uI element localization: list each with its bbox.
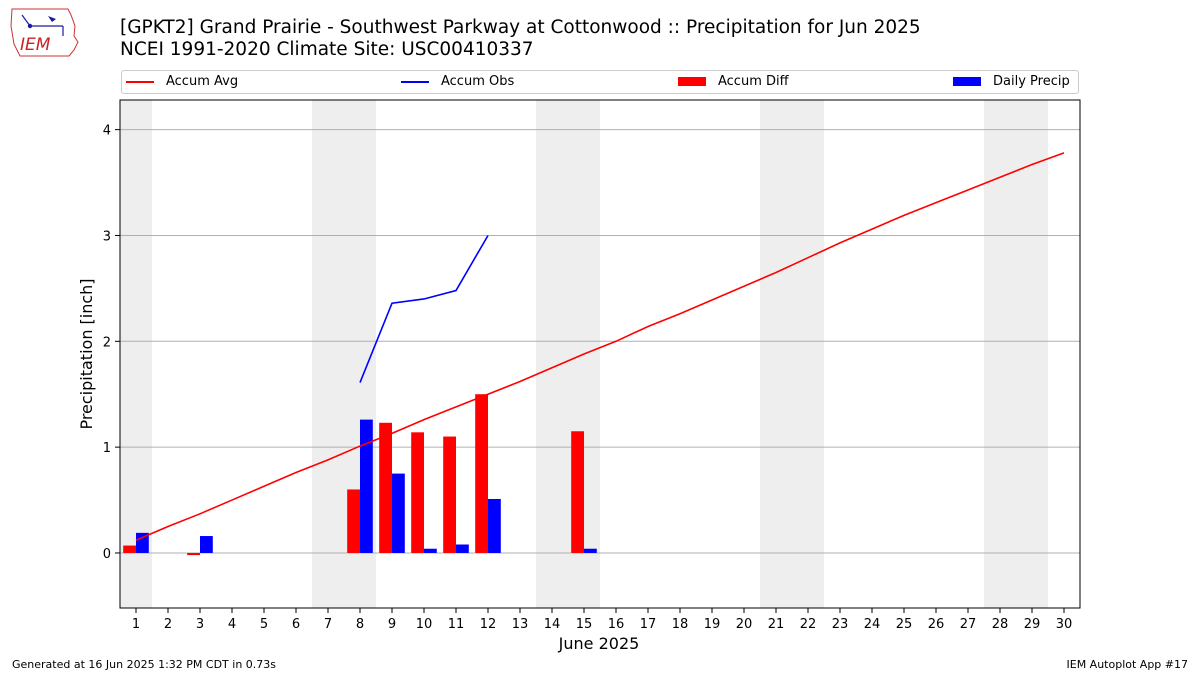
weekend-band-14 (536, 100, 568, 608)
y-tick-label-0: 0 (103, 547, 111, 562)
x-tick-label-14: 14 (544, 617, 561, 632)
x-tick-label-1: 1 (132, 617, 140, 632)
bars (123, 394, 597, 556)
legend-label-accum-obs: Accum Obs (441, 74, 515, 89)
x-tick-label-5: 5 (260, 617, 268, 632)
legend-swatch-accum-avg (126, 80, 154, 83)
accum-diff-bar-10 (411, 432, 424, 553)
weekend-band-8 (344, 100, 376, 608)
x-axis-label: June 2025 (558, 634, 640, 653)
accum-diff-bar-1 (123, 545, 136, 553)
weekend-band-21 (760, 100, 792, 608)
y-tick-label-4: 4 (103, 124, 111, 139)
legend: Accum Avg Accum Obs Accum Diff Daily Pre… (121, 70, 1079, 94)
x-tick-label-4: 4 (228, 617, 236, 632)
y-tick-label-2: 2 (103, 335, 111, 350)
y-axis-label: Precipitation [inch] (77, 278, 96, 429)
x-tick-label-21: 21 (768, 617, 785, 632)
x-tick-label-30: 30 (1056, 617, 1073, 632)
x-tick-label-27: 27 (960, 617, 977, 632)
weekend-shading (120, 100, 1048, 608)
y-tick-label-1: 1 (103, 441, 111, 456)
legend-swatch-daily-precip (953, 77, 981, 86)
daily-precip-bar-10 (424, 548, 437, 553)
x-tick-label-25: 25 (896, 617, 913, 632)
accum-diff-bar-11 (443, 436, 456, 553)
weekend-band-1 (120, 100, 152, 608)
daily-precip-bar-15 (584, 548, 597, 553)
x-tick-label-11: 11 (448, 617, 465, 632)
chart-title: [GPKT2] Grand Prairie - Southwest Parkwa… (120, 17, 921, 38)
legend-item-accum-diff: Accum Diff (678, 74, 789, 89)
x-tick-label-12: 12 (480, 617, 497, 632)
iem-logo: IEM (10, 8, 79, 57)
x-tick-label-8: 8 (356, 617, 364, 632)
x-tick-label-28: 28 (992, 617, 1009, 632)
lines (135, 152, 1065, 542)
x-tick-label-7: 7 (324, 617, 332, 632)
legend-swatch-accum-diff (678, 77, 706, 86)
x-tick-label-19: 19 (704, 617, 721, 632)
x-tick-label-17: 17 (640, 617, 657, 632)
legend-swatch-accum-obs (401, 80, 429, 83)
gridlines (120, 129, 1080, 554)
accum-obs-line (359, 235, 489, 383)
x-tick-label-26: 26 (928, 617, 945, 632)
legend-item-accum-avg: Accum Avg (126, 74, 238, 89)
daily-precip-bar-11 (456, 544, 469, 553)
accum-diff-bar-3 (187, 552, 200, 556)
logo-text: IEM (20, 35, 51, 55)
daily-precip-bar-1 (136, 532, 149, 553)
chart-subtitle: NCEI 1991-2020 Climate Site: USC00410337 (120, 39, 534, 60)
x-tick-label-23: 23 (832, 617, 849, 632)
plot-frame (119, 99, 1081, 609)
x-tick-label-20: 20 (736, 617, 753, 632)
accum-diff-bar-9 (379, 422, 392, 553)
weekend-band-28 (984, 100, 1016, 608)
app-footer: IEM Autoplot App #17 (1066, 658, 1189, 671)
x-tick-label-3: 3 (196, 617, 204, 632)
weekend-band-29 (1016, 100, 1048, 608)
x-tick-label-9: 9 (388, 617, 396, 632)
x-tick-label-6: 6 (292, 617, 300, 632)
daily-precip-bar-12 (488, 498, 501, 553)
accum-diff-bar-8 (347, 489, 360, 553)
x-tick-label-24: 24 (864, 617, 881, 632)
legend-item-accum-obs: Accum Obs (401, 74, 514, 89)
x-tick-label-15: 15 (576, 617, 593, 632)
x-tick-label-10: 10 (416, 617, 433, 632)
legend-label-daily-precip: Daily Precip (993, 74, 1070, 89)
legend-label-accum-diff: Accum Diff (718, 74, 789, 89)
daily-precip-bar-9 (392, 473, 405, 553)
daily-precip-bar-8 (360, 419, 373, 553)
x-tick-label-16: 16 (608, 617, 625, 632)
weekend-band-7 (312, 100, 344, 608)
x-tick-label-2: 2 (164, 617, 172, 632)
x-tick-label-18: 18 (672, 617, 689, 632)
accum-avg-line (135, 152, 1065, 542)
weekend-band-22 (792, 100, 824, 608)
x-tick-label-29: 29 (1024, 617, 1041, 632)
weekend-band-15 (568, 100, 600, 608)
daily-precip-bar-3 (200, 536, 213, 553)
accum-diff-bar-12 (475, 394, 488, 553)
legend-item-daily-precip: Daily Precip (953, 74, 1070, 89)
x-tick-label-13: 13 (512, 617, 529, 632)
generated-footer: Generated at 16 Jun 2025 1:32 PM CDT in … (12, 658, 277, 671)
x-tick-label-22: 22 (800, 617, 817, 632)
y-tick-label-3: 3 (103, 229, 111, 244)
legend-label-accum-avg: Accum Avg (166, 74, 239, 89)
accum-diff-bar-15 (571, 431, 584, 553)
